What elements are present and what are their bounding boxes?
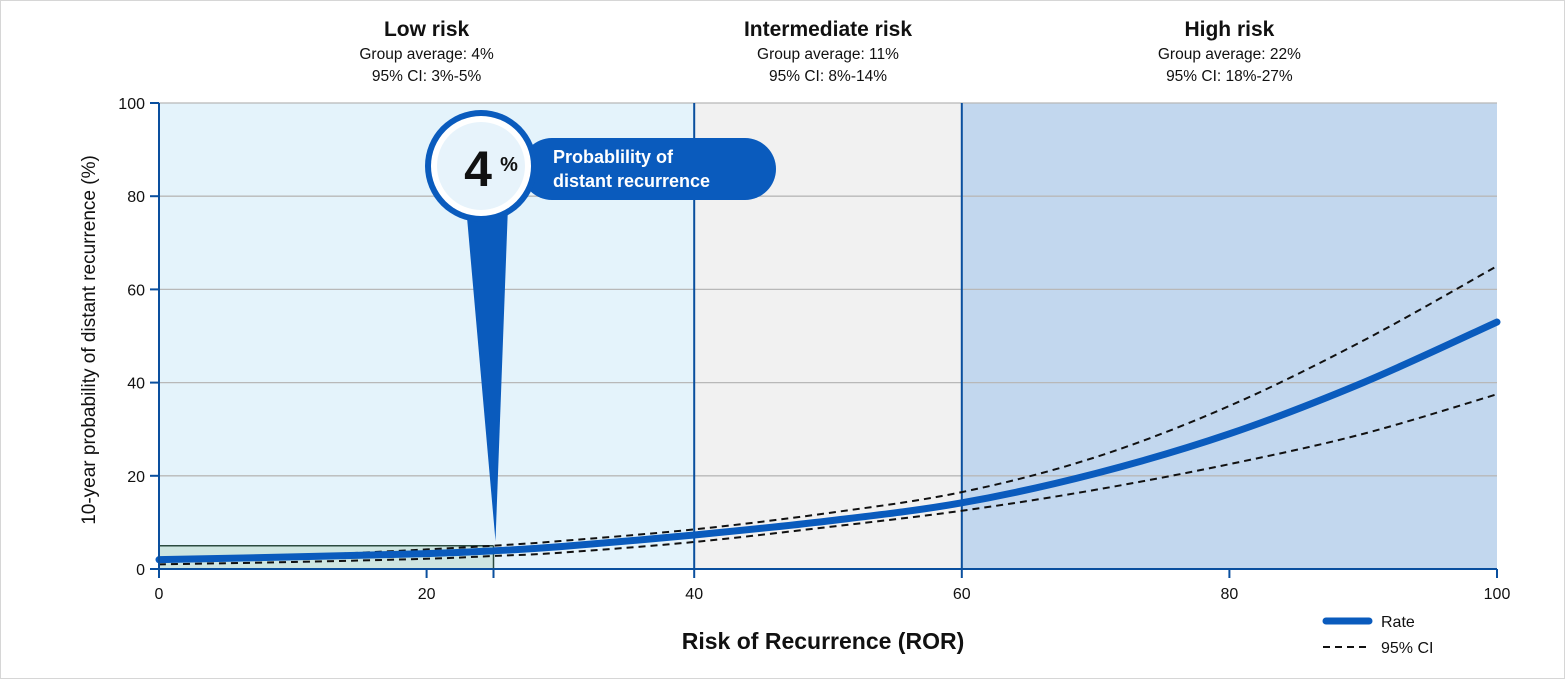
x-tick-label-40: 40 bbox=[685, 586, 703, 603]
zone-ci-0: 95% CI: 3%-5% bbox=[372, 68, 482, 85]
y-axis-title: 10-year probability of distant recurrenc… bbox=[79, 155, 100, 525]
x-tick-label-80: 80 bbox=[1221, 586, 1239, 603]
axes bbox=[150, 102, 1498, 578]
legend-rate-label: Rate bbox=[1381, 614, 1415, 631]
rate-line bbox=[155, 318, 1501, 564]
zone-group-average-0: Group average: 4% bbox=[359, 46, 494, 63]
axis-labels: 0 20 40 60 80 100 0 20 40 60 80 100 Risk of Recurren… bbox=[79, 96, 1510, 654]
zone-ci-1: 95% CI: 8%-14% bbox=[769, 68, 887, 85]
zone-group-average-1: Group average: 11% bbox=[757, 46, 899, 63]
x-tick-label-20: 20 bbox=[418, 586, 436, 603]
y-tick-label-60: 60 bbox=[127, 282, 145, 299]
x-tick-label-100: 100 bbox=[1484, 586, 1511, 603]
probability-callout: 4% Probablility of distant recurrence bbox=[425, 110, 776, 542]
y-tick-label-0: 0 bbox=[136, 562, 145, 579]
zone-2-background bbox=[961, 103, 1497, 569]
callout-label-line-1: Probablility of bbox=[553, 147, 674, 167]
zone-ci-2: 95% CI: 18%-27% bbox=[1166, 68, 1293, 85]
callout-banner bbox=[521, 138, 776, 200]
zone-title-2: High risk bbox=[1184, 18, 1274, 41]
zone-group-average-2: Group average: 22% bbox=[1158, 46, 1301, 63]
y-tick-label-20: 20 bbox=[127, 469, 145, 486]
zone-titles: Low risk Group average: 4% 95% CI: 3%-5% In… bbox=[359, 18, 1301, 85]
zone-title-1: Intermediate risk bbox=[744, 18, 912, 41]
callout-pointer bbox=[466, 206, 508, 542]
x-tick-label-0: 0 bbox=[155, 586, 164, 603]
y-tick-label-40: 40 bbox=[127, 376, 145, 393]
zone-title-0: Low risk bbox=[384, 18, 470, 41]
ci-upper-line bbox=[158, 265, 1498, 564]
series-lines bbox=[155, 265, 1501, 566]
callout-label-line-2: distant recurrence bbox=[553, 171, 710, 191]
ci-lower-line bbox=[158, 393, 1498, 566]
y-tick-label-100: 100 bbox=[118, 96, 145, 113]
legend: Rate 95% CI bbox=[1322, 614, 1433, 657]
risk-zones bbox=[159, 103, 1497, 569]
x-tick-label-60: 60 bbox=[953, 586, 971, 603]
callout-circle-inner bbox=[437, 122, 525, 210]
legend-ci-label: 95% CI bbox=[1381, 640, 1433, 657]
callout-unit: % bbox=[500, 154, 518, 176]
callout-value: 4 bbox=[464, 141, 492, 197]
x-axis-title: Risk of Recurrence (ROR) bbox=[682, 628, 964, 654]
y-tick-label-80: 80 bbox=[127, 189, 145, 206]
